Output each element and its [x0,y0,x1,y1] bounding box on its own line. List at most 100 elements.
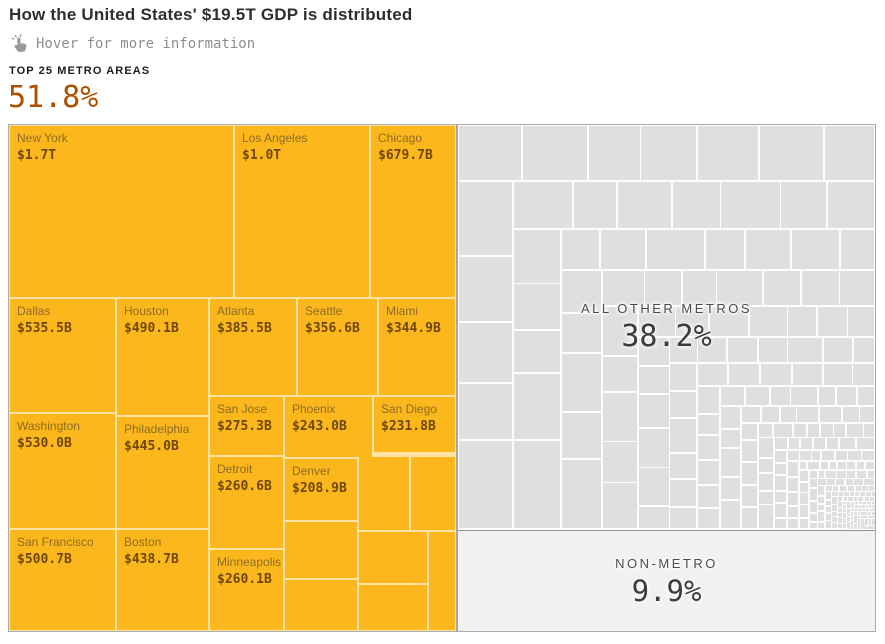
other-metro-cell[interactable] [865,461,875,470]
other-metro-cell[interactable] [792,229,840,270]
other-metro-cell[interactable] [869,497,875,501]
other-metro-cell[interactable] [868,505,872,508]
metro-cell[interactable] [359,532,427,583]
other-metro-cell[interactable] [819,387,835,405]
other-metro-cell[interactable] [871,491,875,497]
other-metro-cell[interactable] [808,461,820,470]
other-metro-cell[interactable] [847,423,863,437]
other-metro-cell[interactable] [842,501,847,505]
other-metro-cell[interactable] [857,461,864,470]
metro-cell[interactable]: Phoenix $243.0B [285,397,372,457]
other-metro-cell[interactable] [854,501,859,505]
other-metro-cell[interactable] [864,497,869,501]
other-metro-cell[interactable] [847,497,853,501]
other-metro-cell[interactable] [809,523,817,529]
other-metro-cell[interactable] [838,461,846,470]
other-metro-cell[interactable] [728,337,757,363]
other-metro-cell[interactable] [639,337,669,365]
other-metro-cell[interactable] [862,451,875,461]
other-metro-cell[interactable] [758,337,787,363]
other-metro-cell[interactable] [847,461,856,470]
metro-cell[interactable]: Minneapolis $260.1B [210,550,283,630]
other-metro-cell[interactable] [860,492,866,496]
other-metro-cell[interactable] [850,520,854,525]
other-metro-cell[interactable] [670,419,696,453]
metro-cell[interactable]: Dallas $535.5B [10,299,115,412]
other-metro-cell[interactable] [781,406,796,422]
other-metro-cell[interactable] [872,522,875,525]
other-metro-cell[interactable] [872,505,875,508]
other-metro-cell[interactable] [670,364,696,391]
other-metro-cell[interactable] [842,513,847,518]
other-metro-cell[interactable] [513,330,560,373]
other-metro-cell[interactable] [721,429,740,447]
other-metro-cell[interactable] [721,448,740,476]
other-metro-cell[interactable] [862,508,866,512]
other-metro-cell[interactable] [847,513,851,517]
other-metro-cell[interactable] [840,271,875,306]
other-metro-cell[interactable] [866,492,871,496]
other-metro-cell[interactable] [850,525,854,529]
metro-cell[interactable]: San Jose $275.3B [210,397,283,455]
other-metro-cell[interactable] [847,501,851,505]
other-metro-cell[interactable] [670,391,696,418]
other-metro-cell[interactable] [710,306,749,336]
other-metro-cell[interactable] [670,507,696,529]
other-metro-cell[interactable] [827,181,875,228]
other-metro-cell[interactable] [774,451,787,463]
other-metro-cell[interactable] [850,501,854,505]
other-metro-cell[interactable] [799,482,808,492]
other-metro-cell[interactable] [846,479,853,485]
other-metro-cell[interactable] [825,492,831,500]
other-metro-cell[interactable] [809,489,817,500]
other-metro-cell[interactable] [513,181,572,228]
other-metro-cell[interactable] [834,423,846,437]
other-metro-cell[interactable] [809,479,817,488]
other-metro-cell[interactable] [458,256,513,322]
other-metro-cell[interactable] [842,523,847,529]
other-metro-cell[interactable] [855,492,860,497]
metro-cell[interactable] [429,532,455,630]
other-metro-cell[interactable] [864,512,867,515]
other-metro-cell[interactable] [589,125,640,180]
other-metro-cell[interactable] [561,413,602,458]
other-metro-cell[interactable] [458,440,513,529]
other-metro-cell[interactable] [799,505,808,518]
other-metro-cell[interactable] [864,518,868,522]
metro-cell[interactable]: Washington $530.0B [10,414,115,528]
other-metro-cell[interactable] [842,518,847,523]
other-metro-cell[interactable] [760,125,823,180]
other-metro-cell[interactable] [774,491,787,503]
other-metro-cell[interactable] [513,374,560,440]
other-metro-cell[interactable] [841,229,875,270]
other-metro-cell[interactable] [788,478,798,492]
other-metro-cell[interactable] [832,517,837,522]
other-metro-cell[interactable] [670,454,696,479]
other-metro-cell[interactable] [850,492,854,497]
other-metro-cell[interactable] [573,181,616,228]
metro-cell[interactable]: New York $1.7T [10,126,233,297]
other-metro-cell[interactable] [871,501,875,505]
other-metro-cell[interactable] [603,393,638,441]
other-metro-cell[interactable] [814,438,826,450]
other-metro-cell[interactable] [458,181,513,256]
other-metro-cell[interactable] [745,387,770,405]
other-metro-cell[interactable] [800,438,813,450]
other-metro-cell[interactable] [858,508,862,512]
other-metro-cell[interactable] [836,451,847,461]
other-metro-cell[interactable] [809,513,817,522]
other-metro-cell[interactable] [639,366,669,393]
other-metro-cell[interactable] [864,522,868,525]
other-metro-cell[interactable] [647,229,704,270]
other-metro-cell[interactable] [829,461,837,470]
other-metro-cell[interactable] [561,354,602,412]
other-metro-cell[interactable] [870,508,875,512]
other-metro-cell[interactable] [761,406,780,422]
other-metro-cell[interactable] [603,271,644,306]
other-metro-cell[interactable] [774,518,787,529]
other-metro-cell[interactable] [809,501,817,512]
other-metro-cell[interactable] [868,522,872,525]
other-metro-cell[interactable] [818,496,825,504]
other-metro-cell[interactable] [788,306,816,336]
other-metro-cell[interactable] [561,271,602,313]
